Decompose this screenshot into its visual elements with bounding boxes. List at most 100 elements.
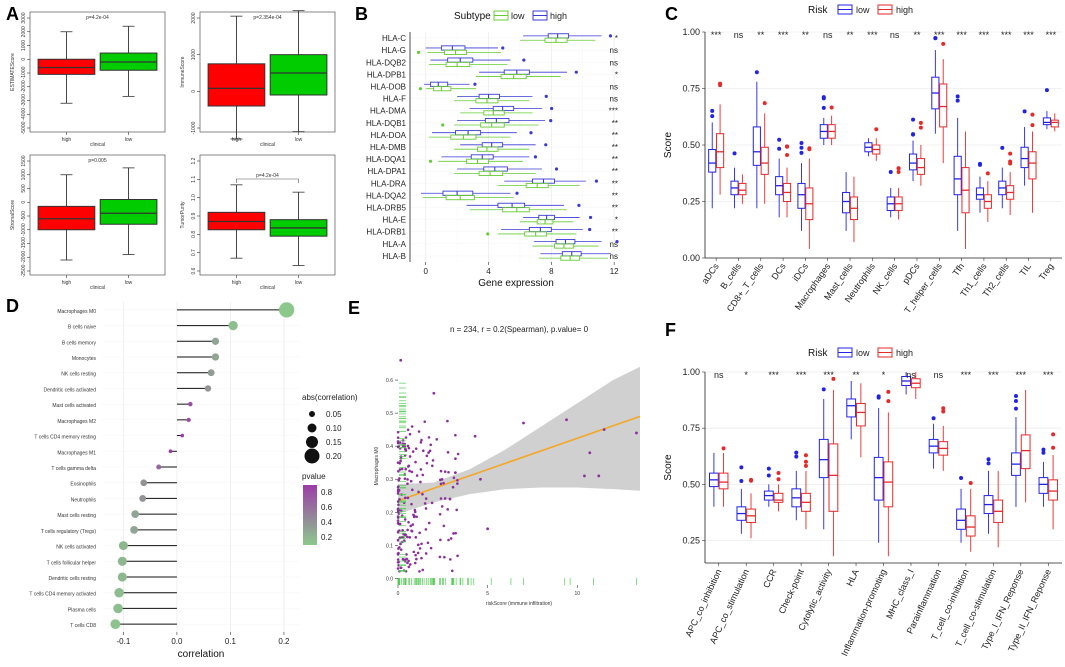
scatter-point — [440, 505, 444, 508]
legend-label-low: low — [511, 11, 525, 21]
scatter-point — [406, 478, 409, 481]
y-tick-label: 0.0 — [386, 576, 393, 582]
size-legend-dot — [306, 436, 318, 448]
scatter-point — [405, 557, 409, 561]
outlier-point — [785, 153, 790, 158]
y-tick-label: 0.50 — [682, 479, 700, 489]
scatter-point — [426, 541, 430, 545]
y-tick-label: 0 — [21, 58, 27, 61]
gene-label: HLA-B — [382, 252, 406, 261]
significance-label: ** — [612, 228, 618, 237]
outlier-point — [473, 82, 477, 86]
outlier-point — [918, 120, 923, 125]
outlier-point — [831, 376, 836, 381]
box-high-Treg-box — [1050, 119, 1059, 128]
panel-label-a: A — [6, 4, 19, 24]
box-low-Treg-box — [1042, 117, 1051, 126]
significance-label: ns — [906, 370, 916, 380]
y-tick-label: -2000 — [21, 251, 27, 264]
scatter-point — [415, 474, 419, 477]
box-low-HLA-DMB-box — [477, 146, 499, 152]
row-label: T cells gamma delta — [51, 466, 96, 472]
scatter-point — [407, 559, 410, 563]
x-tick-label: 0.2 — [278, 637, 290, 646]
y-tick-label: 0.1 — [386, 543, 393, 549]
scatter-point — [449, 537, 453, 540]
outlier-point — [574, 70, 578, 74]
scatter-point — [456, 554, 459, 558]
scatter-point — [430, 501, 434, 505]
scatter-point — [452, 476, 456, 480]
outlier-point — [739, 479, 744, 484]
outlier-point — [876, 394, 881, 399]
box-low-Inflammation-promoting-box — [873, 456, 884, 501]
scatter-point — [420, 438, 423, 442]
scatter-point — [404, 467, 408, 471]
confidence-band — [398, 366, 640, 514]
gene-label: HLA-E — [382, 216, 406, 225]
y-tick-label: 0.9 — [191, 212, 197, 219]
scatter-point — [424, 497, 428, 500]
x-tick-label: iDCs — [791, 261, 811, 283]
lollipop-dot — [207, 369, 215, 377]
box-low-Mast_cells-box — [842, 191, 851, 214]
x-axis-label: clinical — [90, 285, 105, 291]
y-tick-label: -3000 — [21, 94, 27, 107]
legend-label-low: low — [856, 348, 870, 358]
outlier-point — [986, 457, 991, 462]
y-tick-label: -5000 — [21, 121, 27, 134]
x-tick-label: Treg — [1037, 261, 1056, 282]
outlier-point — [1008, 151, 1013, 156]
outlier-point — [1013, 399, 1018, 404]
scatter-point — [446, 419, 449, 423]
y-tick-label: 0.75 — [682, 423, 700, 433]
significance-label: ** — [612, 179, 618, 188]
x-tick-label: low — [125, 280, 133, 286]
scatter-point — [406, 561, 409, 565]
significance-label: *** — [934, 30, 945, 40]
outlier-point — [776, 471, 781, 476]
significance-label: ** — [612, 167, 618, 176]
gene-label: HLA-DQA2 — [366, 191, 407, 200]
outlier-point — [533, 155, 538, 159]
y-tick-label: 0.6 — [386, 378, 393, 384]
scatter-point — [398, 522, 402, 526]
scatter-point — [415, 515, 418, 519]
x-tick-label: 0.0 — [171, 637, 183, 646]
y-tick-label: -1500 — [21, 237, 27, 250]
scatter-point — [454, 433, 457, 437]
scatter-point — [424, 528, 428, 531]
scatter-point — [406, 428, 410, 432]
size-legend-label: 0.10 — [326, 424, 342, 433]
lollipop-dot — [180, 433, 185, 438]
gene-label: HLA-DRA — [371, 179, 407, 188]
scatter-point — [408, 469, 411, 473]
scatter-point — [442, 524, 446, 528]
significance-label: ** — [612, 119, 618, 128]
y-tick-label: 0.4 — [386, 444, 393, 450]
y-tick-label: 0.3 — [386, 477, 393, 483]
row-label: Macrophages M0 — [57, 309, 96, 315]
row-label: Macrophages M2 — [57, 419, 96, 425]
scatter-point — [423, 502, 427, 505]
outlier-point — [799, 150, 804, 155]
outlier-point — [766, 466, 771, 471]
scatter-point — [443, 497, 447, 500]
legend-label-high: high — [896, 348, 913, 358]
panel-label-c: C — [665, 4, 678, 24]
size-legend-dot — [304, 448, 320, 464]
y-tick-label: 0.50 — [682, 140, 700, 150]
box-low-Tfh-box — [953, 155, 962, 196]
outlier-point — [985, 171, 990, 176]
y-axis-label: StromalScore — [10, 200, 16, 231]
scatter-point — [425, 454, 429, 458]
outlier-point — [416, 50, 421, 54]
y-tick-label: 0.25 — [682, 536, 700, 546]
scatter-point — [473, 434, 477, 438]
scatter-point — [452, 532, 455, 535]
scatter-point — [401, 557, 405, 561]
outlier-point — [594, 179, 599, 183]
outlier-point — [529, 131, 533, 135]
scatter-point — [412, 550, 416, 554]
scatter-point — [439, 482, 443, 486]
